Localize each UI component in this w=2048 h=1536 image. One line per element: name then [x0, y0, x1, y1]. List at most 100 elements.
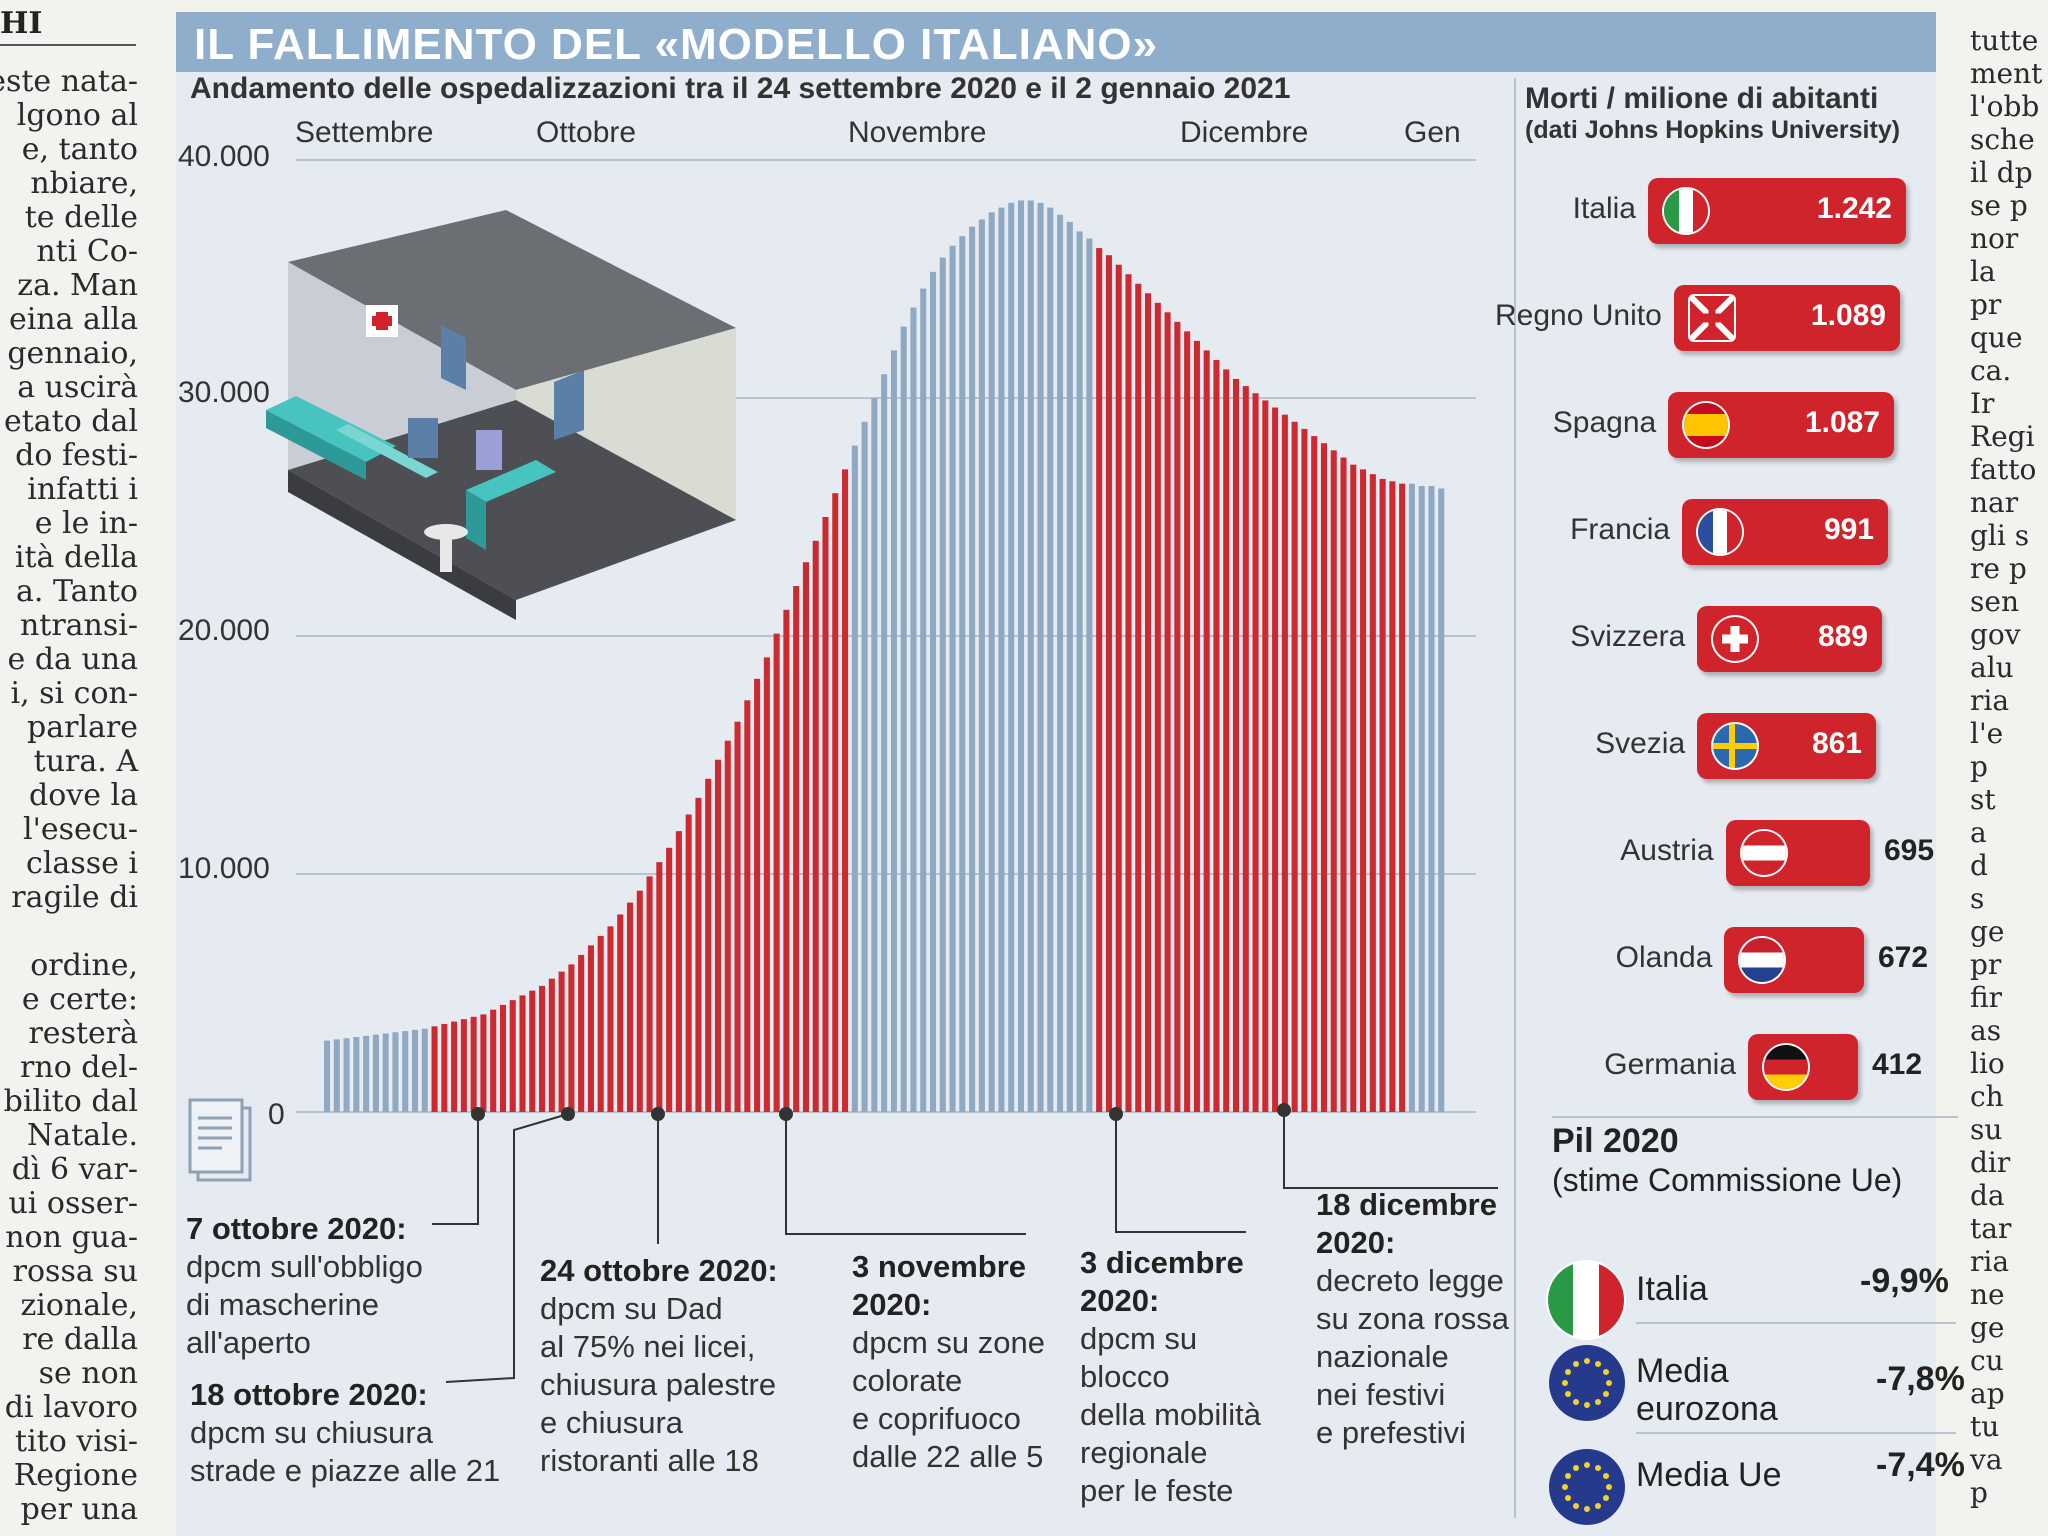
- article-text-line: ui osser-: [8, 1186, 138, 1221]
- country-label: Spagna: [1552, 406, 1657, 439]
- bar: [470, 1016, 477, 1112]
- italy-flag-icon: [1664, 189, 1708, 233]
- article-text-line: il dp: [1970, 156, 2033, 189]
- pil-name: Media eurozona: [1636, 1352, 1778, 1428]
- title-bar: IL FALLIMENTO DEL «MODELLO ITALIANO»: [176, 12, 1936, 72]
- section-rule: [1636, 1322, 1956, 1324]
- deaths-value: 1.242: [1816, 192, 1892, 225]
- bar: [558, 971, 565, 1112]
- bar: [509, 1000, 516, 1112]
- article-text-line: sen: [1970, 585, 2019, 618]
- deaths-value: 695: [1884, 834, 1935, 867]
- bar: [382, 1033, 389, 1112]
- article-text-line: as: [1970, 1014, 2002, 1047]
- country-label: Italia: [1572, 192, 1636, 225]
- event-desc-line: e coprifuoco: [852, 1401, 1021, 1436]
- article-text-line: nor: [1970, 222, 2019, 255]
- article-text-line: ria: [1970, 684, 2010, 717]
- bar: [705, 778, 712, 1112]
- bar: [724, 740, 731, 1112]
- event-desc-line: dpcm su zone: [852, 1325, 1045, 1360]
- bar: [636, 890, 643, 1112]
- event-7-ottobre: 7 ottobre 2020: dpcm sull'obbligo di mas…: [186, 1210, 486, 1362]
- bar: [363, 1035, 370, 1112]
- austria-flag-icon: [1741, 831, 1786, 875]
- uk-flag-icon: [1689, 296, 1734, 340]
- bar: [607, 926, 614, 1112]
- month-label: Gen: [1404, 116, 1461, 149]
- bar: [372, 1034, 379, 1112]
- bar: [1389, 481, 1396, 1112]
- article-text-line: lgono al: [16, 98, 138, 133]
- article-text-line: fatto: [1970, 453, 2037, 486]
- y-tick-label: 30.000: [178, 376, 270, 409]
- article-text-line: Ir: [1970, 387, 1995, 420]
- y-tick-label: 0: [268, 1098, 285, 1131]
- event-desc-line: nazionale: [1316, 1339, 1449, 1374]
- spain-flag-icon: [1684, 403, 1729, 447]
- france-flag-icon: [1698, 510, 1743, 554]
- bar: [646, 876, 653, 1112]
- bar: [890, 350, 897, 1112]
- article-text-line: re dalla: [22, 1322, 138, 1357]
- netherlands-flag-icon: [1740, 938, 1785, 982]
- bar: [802, 562, 809, 1112]
- bar: [783, 609, 790, 1112]
- article-text-line: e certe:: [21, 982, 138, 1017]
- deaths-value: 1.087: [1804, 406, 1880, 439]
- left-column-header: HI: [0, 6, 43, 41]
- article-text-line: tar: [1970, 1212, 2012, 1245]
- article-text-line: gli s: [1970, 519, 2030, 552]
- event-desc-line: regionale: [1080, 1435, 1208, 1470]
- article-text-line: l'obb: [1970, 90, 2040, 123]
- country-label: Germania: [1604, 1048, 1736, 1081]
- article-text-line: d: [1970, 849, 1988, 882]
- bar: [1428, 486, 1435, 1112]
- bar: [1047, 207, 1054, 1113]
- article-text-line: fir: [1970, 981, 2003, 1014]
- article-text-line: da: [1970, 1179, 2005, 1212]
- article-text-line: non gua-: [5, 1220, 138, 1255]
- bar: [1027, 200, 1034, 1113]
- country-label: Svezia: [1595, 727, 1686, 760]
- article-text-line: dir: [1970, 1146, 2011, 1179]
- article-text-line: se non: [38, 1356, 138, 1391]
- event-desc-line: strade e piazze alle 21: [190, 1453, 501, 1488]
- bar: [1213, 359, 1220, 1112]
- event-desc-line: all'aperto: [186, 1325, 311, 1360]
- bar: [597, 935, 604, 1112]
- event-desc-line: di mascherine: [186, 1287, 379, 1322]
- bar: [519, 995, 526, 1112]
- bar: [490, 1009, 497, 1112]
- article-text-line: a uscirà: [17, 370, 138, 405]
- bar: [666, 847, 673, 1112]
- bar: [959, 236, 966, 1112]
- event-date: 3 dicembre 2020:: [1080, 1245, 1244, 1318]
- article-text-line: infatti i: [27, 472, 138, 507]
- bar: [1379, 478, 1386, 1112]
- article-text-line: Regi: [1970, 420, 2035, 453]
- bar: [353, 1037, 360, 1112]
- article-text-line: Regione: [13, 1458, 138, 1493]
- bar: [773, 633, 780, 1112]
- month-label: Dicembre: [1180, 116, 1309, 149]
- bar: [343, 1038, 350, 1112]
- pil-title: Pil 2020: [1552, 1122, 1679, 1160]
- article-text-line: gov: [1970, 618, 2021, 651]
- article-text-line: se p: [1970, 189, 2028, 222]
- bar: [793, 586, 800, 1112]
- deaths-value: 412: [1872, 1048, 1923, 1081]
- bar: [832, 493, 839, 1112]
- event-date: 3 novembre 2020:: [852, 1249, 1027, 1322]
- article-text-line: ch: [1970, 1080, 2004, 1113]
- article-text-line: dì 6 var-: [11, 1152, 138, 1187]
- bar: [929, 271, 937, 1112]
- bar: [460, 1019, 467, 1112]
- article-text-line: pr: [1970, 948, 2002, 981]
- y-tick-label: 10.000: [178, 852, 270, 885]
- bar: [1360, 469, 1367, 1112]
- bar: [499, 1004, 506, 1112]
- bar: [920, 288, 927, 1112]
- article-text-line: di lavoro: [4, 1390, 138, 1425]
- article-text-line: st: [1970, 783, 1996, 816]
